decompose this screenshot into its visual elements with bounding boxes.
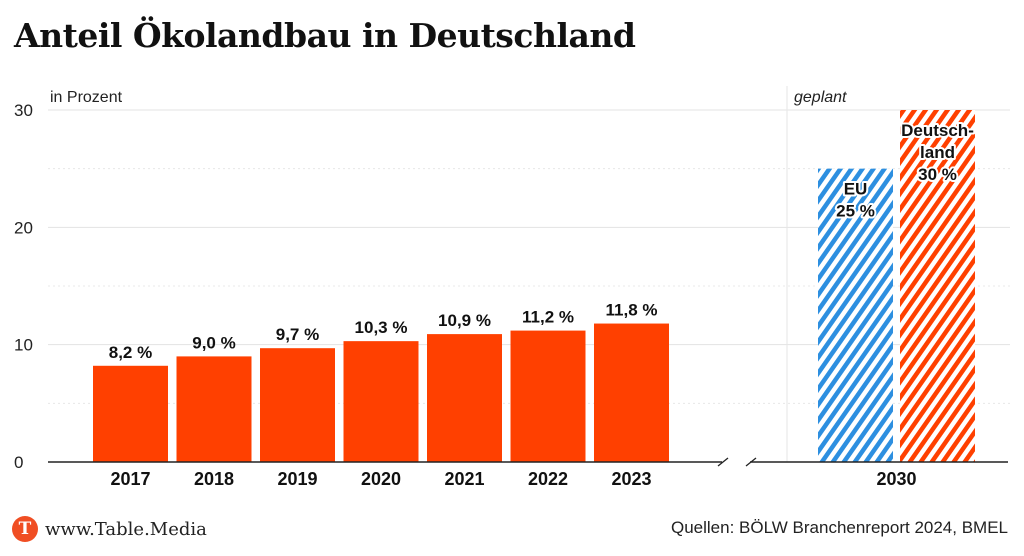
y-unit-label: in Prozent <box>50 89 123 106</box>
y-tick-label: 30 <box>14 101 33 120</box>
y-tick-label: 0 <box>14 453 23 472</box>
bar <box>93 365 168 462</box>
y-tick-label: 20 <box>14 218 33 237</box>
bar <box>176 356 252 462</box>
chart-title: Anteil Ökolandbau in Deutschland <box>14 16 636 55</box>
bar-value-label: 10,3 % <box>355 318 408 337</box>
planned-bar-eu <box>818 168 893 462</box>
bar-value-label: 10,9 % <box>438 311 491 330</box>
x-tick-label: 2022 <box>528 469 568 489</box>
site-name: www.Table.Media <box>45 518 207 540</box>
x-tick-label: 2019 <box>277 469 317 489</box>
table-media-logo-icon: T <box>12 516 38 542</box>
bar <box>260 348 335 462</box>
brand-logo[interactable]: T www.Table.Media <box>12 516 207 542</box>
planned-bar-label: 25 % <box>836 202 875 221</box>
y-tick-label: 10 <box>14 336 33 355</box>
x-tick-label: 2023 <box>611 469 651 489</box>
planned-bar-label: 30 % <box>918 165 957 184</box>
x-tick-label: 2017 <box>110 469 150 489</box>
axis-break-mark <box>717 457 729 467</box>
bar <box>510 330 586 462</box>
planned-bar-deutschland <box>900 110 975 462</box>
planned-bar-label: EU <box>844 180 868 199</box>
bar-value-label: 9,0 % <box>192 333 235 352</box>
bar <box>343 341 419 462</box>
bar-value-label: 11,8 % <box>606 301 658 320</box>
bar <box>594 323 669 462</box>
bar-value-label: 9,7 % <box>276 325 319 344</box>
planned-section-label: geplant <box>794 89 847 106</box>
bar-value-label: 8,2 % <box>109 343 152 362</box>
x-tick-label: 2018 <box>194 469 234 489</box>
axis-break-mark <box>745 457 757 467</box>
bar <box>427 334 502 462</box>
planned-bar-label: land <box>920 143 955 162</box>
x-tick-label: 2020 <box>361 469 401 489</box>
planned-bar-label: Deutsch- <box>901 121 974 140</box>
x-tick-label: 2021 <box>444 469 484 489</box>
bar-value-label: 11,2 % <box>522 308 574 327</box>
x-tick-label-planned: 2030 <box>876 469 916 489</box>
source-note: Quellen: BÖLW Branchenreport 2024, BMEL <box>670 518 1008 537</box>
